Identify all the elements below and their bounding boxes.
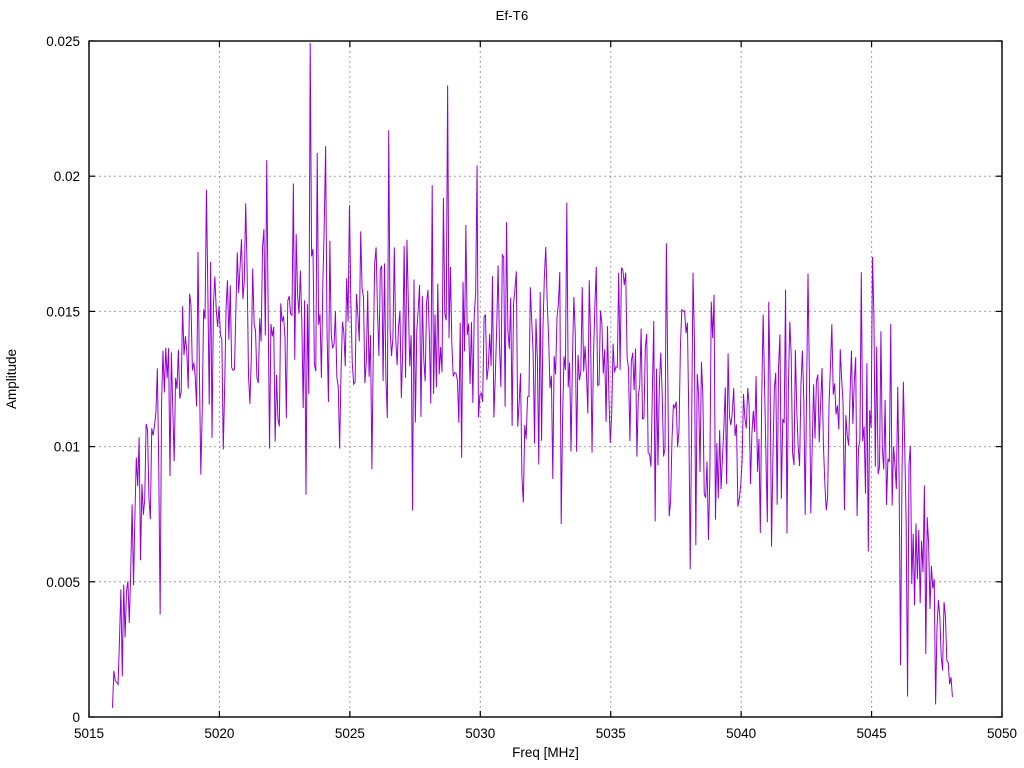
plot-frame (88, 40, 1003, 718)
y-tick-label: 0 (72, 710, 80, 725)
y-axis-title: Amplitude (4, 349, 19, 409)
chart-title: Ef-T6 (495, 8, 529, 23)
x-tick-label: 5015 (74, 726, 104, 741)
data-series-ef-t6 (111, 42, 953, 708)
x-tick-label: 5025 (335, 726, 365, 741)
y-tick-label: 0.015 (46, 304, 80, 319)
grid-lines (89, 41, 1002, 717)
y-tick-label: 0.025 (46, 34, 80, 49)
x-tick-label: 5035 (596, 726, 626, 741)
x-tick-label: 5045 (857, 726, 887, 741)
y-tick-label: 0.01 (54, 440, 80, 455)
x-tick-label: 5030 (465, 726, 495, 741)
x-axis-title: Freq [MHz] (512, 745, 579, 760)
y-tick-label: 0.02 (54, 169, 80, 184)
axis-ticks: 5015 5020 5025 5030 5035 5040 5045 5050 0 0.005 0.… (46, 34, 1017, 741)
x-tick-label: 5020 (204, 726, 234, 741)
y-tick-label: 0.005 (46, 575, 80, 590)
x-tick-label: 5040 (726, 726, 756, 741)
x-tick-label: 5050 (987, 726, 1017, 741)
